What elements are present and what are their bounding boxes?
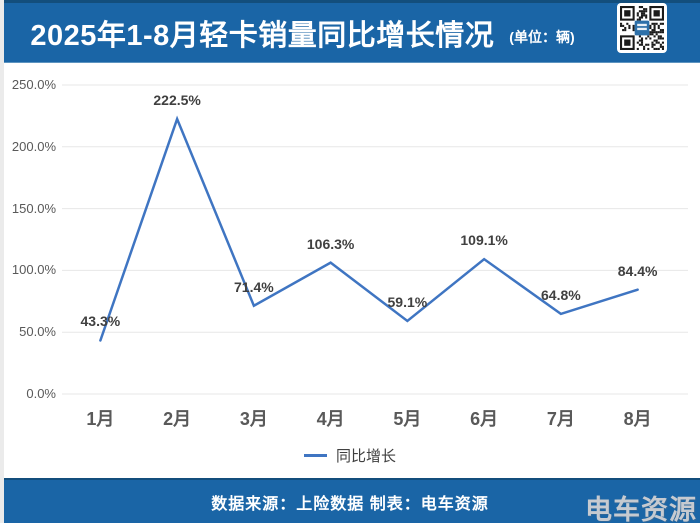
line-chart: 0.0% 50.0% 100.0% 150.0% 200.0% 250.0% 1月 43.3%… <box>0 63 700 478</box>
x-axis-label: 3月 <box>239 409 268 429</box>
x-axis-label: 8月 <box>623 409 652 429</box>
y-axis-tick-label: 50.0% <box>19 324 56 340</box>
legend-label: 同比增长 <box>335 447 396 465</box>
y-axis-tick-label: 250.0% <box>11 77 56 92</box>
series-line <box>99 115 639 342</box>
y-axis-tick-label: 100.0% <box>11 262 56 278</box>
x-axis-label: 2月 <box>163 409 192 429</box>
page-edge-strip <box>0 0 4 523</box>
x-axis-label: 1月 <box>86 409 115 429</box>
qr-code-pattern <box>620 6 664 50</box>
x-axis-label: 5月 <box>393 409 422 429</box>
y-axis-tick-label: 0.0% <box>26 386 56 401</box>
x-axis-label: 7月 <box>546 409 575 429</box>
data-point-label: 59.1% <box>387 293 428 310</box>
data-point-label: 71.4% <box>234 278 274 295</box>
data-point-label: 64.8% <box>541 286 581 303</box>
brand-watermark: 电车资源 <box>585 495 697 525</box>
data-point-label: 109.1% <box>460 232 508 249</box>
page-title: 2025年1-8月轻卡销量同比增长情况 <box>30 19 495 52</box>
footer-source-text: 数据来源：上险数据 制表：电车资源 <box>211 495 489 513</box>
unit-label: (单位：辆) <box>509 29 575 45</box>
data-point-label: 222.5% <box>153 91 201 108</box>
header-bar: 2025年1-8月轻卡销量同比增长情况 (单位：辆) <box>0 0 700 63</box>
footer-bar: 数据来源：上险数据 制表：电车资源 <box>0 478 700 523</box>
data-point-label: 84.4% <box>617 262 658 279</box>
plot-canvas <box>62 84 688 395</box>
legend-line-marker-icon <box>303 453 327 457</box>
chart-legend: 同比增长 <box>0 446 700 465</box>
data-point-label: 43.3% <box>80 313 121 330</box>
data-point-label: 106.3% <box>306 235 355 252</box>
x-axis-label: 6月 <box>470 409 499 429</box>
y-axis-tick-label: 150.0% <box>11 200 56 216</box>
qr-code-icon <box>617 3 667 53</box>
y-axis-tick-label: 200.0% <box>11 138 56 154</box>
x-axis-label: 4月 <box>316 409 345 429</box>
